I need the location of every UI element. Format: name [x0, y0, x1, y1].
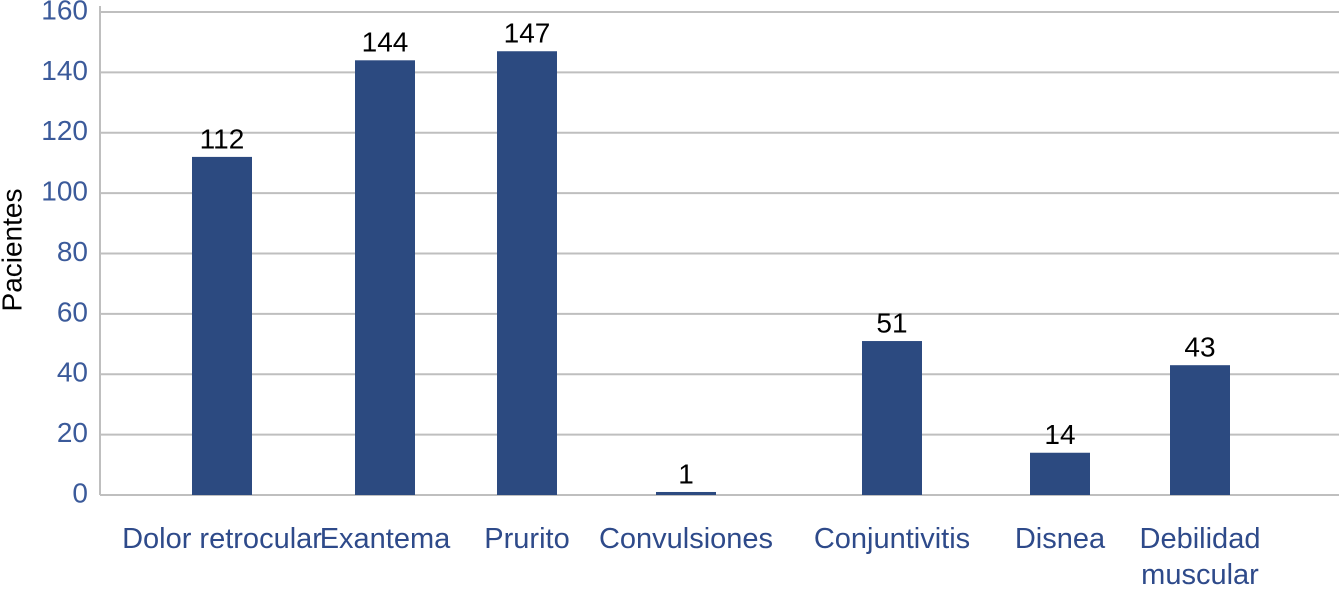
value-label: 43	[1184, 332, 1215, 363]
bar	[192, 156, 252, 495]
x-tick-label: Prurito	[484, 523, 570, 555]
bar	[355, 60, 415, 496]
y-tick-label: 100	[41, 176, 88, 207]
bar	[1030, 452, 1090, 495]
bar	[497, 51, 557, 496]
x-tick-label: Convulsiones	[598, 523, 774, 555]
y-tick-label: 80	[57, 236, 88, 267]
value-label: 14	[1044, 419, 1075, 450]
value-label: 144	[362, 27, 409, 58]
bar	[862, 341, 922, 495]
y-tick-label: 120	[41, 115, 88, 146]
y-tick-label: 60	[57, 296, 88, 327]
y-tick-label: 20	[57, 417, 88, 448]
bar	[656, 491, 716, 495]
value-label: 51	[876, 307, 907, 338]
y-axis-title: Pacientes	[0, 189, 27, 312]
value-label: 1	[678, 458, 694, 489]
value-label: 147	[504, 18, 551, 49]
x-tick-label: Dolor retrocular	[122, 523, 322, 555]
y-tick-label: 40	[57, 357, 88, 388]
x-tick-label: Debilidad muscular	[1139, 523, 1261, 591]
bar	[1170, 365, 1230, 495]
y-tick-label: 140	[41, 55, 88, 86]
value-label: 112	[200, 123, 245, 154]
x-tick-label: Disnea	[1014, 523, 1106, 555]
y-tick-label: 0	[72, 477, 88, 508]
x-tick-label: Exantema	[319, 523, 451, 555]
x-tick-label: Conjuntivitis	[813, 523, 971, 555]
y-tick-label: 160	[41, 0, 88, 25]
